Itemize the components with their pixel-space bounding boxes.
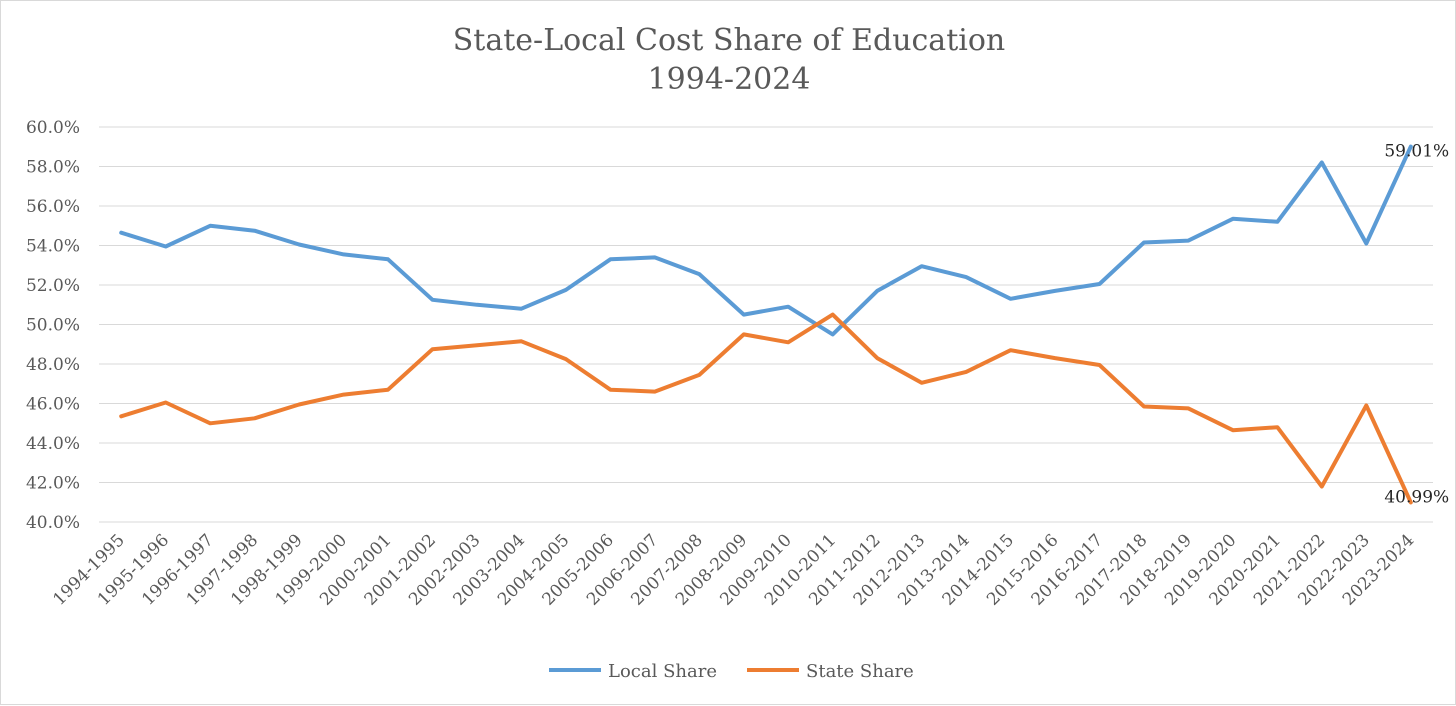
data-point — [1365, 404, 1367, 406]
y-tick-label: 52.0% — [26, 276, 80, 296]
data-point — [1010, 349, 1012, 351]
series-line-state — [119, 312, 1413, 505]
data-point — [298, 244, 300, 246]
data-point — [654, 256, 656, 258]
data-point — [832, 314, 834, 316]
series-line-local — [119, 144, 1413, 337]
data-point — [254, 230, 256, 232]
data-point — [876, 357, 878, 359]
data-point — [1232, 218, 1234, 220]
data-point — [1099, 364, 1100, 366]
y-axis-ticks: 40.0% 42.0% 44.0% 46.0% 48.0% 50.0% 52.0% 54.0%… — [26, 118, 80, 533]
data-point — [1410, 146, 1412, 148]
y-tick-label: 44.0% — [26, 434, 80, 454]
data-point — [387, 258, 389, 260]
x-axis-ticks: 1994-19951995-19961996-19971997-19981998… — [49, 530, 1418, 609]
data-point — [520, 340, 522, 342]
data-point — [209, 422, 211, 424]
data-point — [698, 273, 700, 275]
chart-title: State-Local Cost Share of Education — [453, 23, 1005, 58]
data-point — [1321, 162, 1323, 164]
data-point — [1365, 243, 1367, 245]
data-point — [120, 232, 122, 234]
data-point — [120, 415, 122, 417]
y-tick-label: 42.0% — [26, 474, 80, 494]
y-tick-label: 54.0% — [26, 237, 80, 257]
data-point — [1143, 242, 1145, 244]
y-tick-label: 40.0% — [26, 513, 80, 533]
data-point — [565, 358, 567, 360]
y-tick-label: 56.0% — [26, 197, 80, 217]
data-point — [654, 391, 656, 393]
data-point — [1410, 501, 1412, 503]
data-point — [432, 348, 433, 350]
data-point — [565, 289, 567, 291]
data-point — [743, 314, 745, 316]
data-point — [787, 341, 789, 343]
y-tick-label: 60.0% — [26, 118, 80, 138]
data-point — [1010, 298, 1012, 300]
end-value-label: 59.01% — [1384, 142, 1449, 162]
data-point — [1099, 283, 1100, 285]
data-point — [254, 417, 256, 419]
y-tick-label: 46.0% — [26, 395, 80, 415]
data-point — [743, 333, 745, 335]
data-point — [520, 308, 522, 310]
series-lines — [119, 144, 1413, 505]
data-point — [165, 402, 167, 404]
data-point — [209, 225, 211, 227]
data-point — [609, 258, 611, 260]
data-point — [476, 344, 478, 346]
data-point — [298, 403, 300, 405]
gridlines — [99, 126, 1433, 523]
y-tick-label: 50.0% — [26, 316, 80, 336]
data-point — [965, 276, 967, 278]
end-value-label: 40.99% — [1384, 487, 1449, 507]
data-point — [921, 382, 923, 384]
data-point — [921, 265, 923, 267]
data-point — [787, 306, 789, 308]
data-point — [876, 290, 878, 292]
data-point — [476, 304, 478, 306]
data-point — [343, 253, 345, 255]
data-labels: 59.01% 40.99% — [1384, 142, 1449, 508]
data-point — [1187, 407, 1189, 409]
data-point — [1321, 485, 1323, 487]
data-point — [432, 299, 433, 301]
data-point — [1054, 290, 1056, 292]
y-tick-label: 48.0% — [26, 355, 80, 375]
data-point — [343, 394, 345, 396]
data-point — [165, 245, 167, 247]
data-point — [698, 374, 700, 376]
data-point — [1143, 405, 1145, 407]
y-tick-label: 58.0% — [26, 158, 80, 178]
data-point — [1276, 426, 1278, 428]
legend-label-local: Local Share — [608, 661, 717, 682]
legend: Local Share State Share — [549, 661, 914, 682]
legend-label-state: State Share — [806, 661, 914, 682]
data-point — [1187, 240, 1189, 242]
data-point — [965, 371, 967, 373]
data-point — [609, 389, 611, 391]
data-point — [1054, 357, 1056, 359]
data-point — [832, 333, 834, 335]
chart-subtitle: 1994-2024 — [648, 62, 811, 97]
data-point — [387, 389, 389, 391]
data-point — [1276, 221, 1278, 223]
data-point — [1232, 429, 1234, 431]
